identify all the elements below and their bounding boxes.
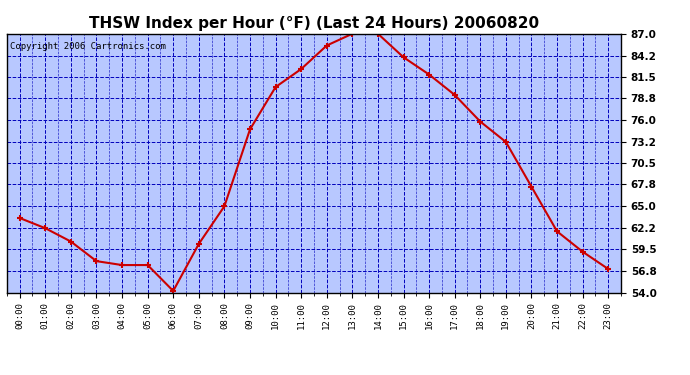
Title: THSW Index per Hour (°F) (Last 24 Hours) 20060820: THSW Index per Hour (°F) (Last 24 Hours)… xyxy=(89,16,539,31)
Text: Copyright 2006 Cartronics.com: Copyright 2006 Cartronics.com xyxy=(10,42,166,51)
